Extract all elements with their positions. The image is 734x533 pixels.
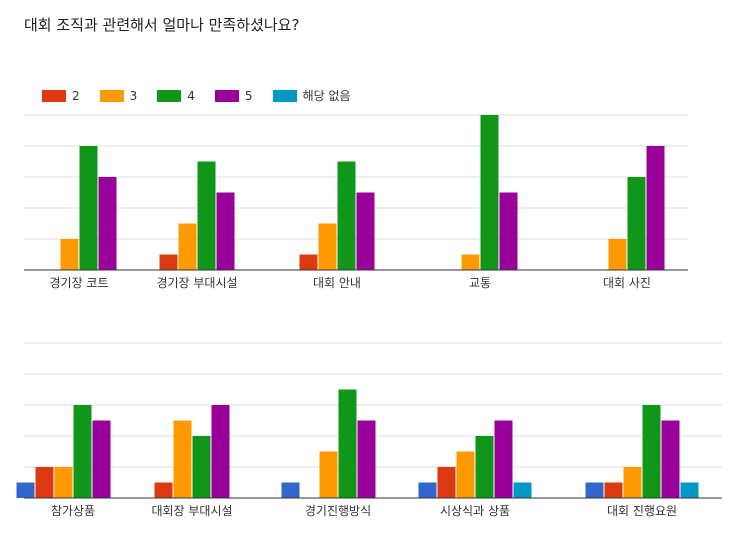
legend: 2 3 4 5 해당 없음 — [42, 87, 371, 104]
bar — [338, 389, 357, 498]
bar — [661, 420, 680, 498]
bar — [154, 482, 173, 498]
bar — [608, 239, 627, 270]
bar — [642, 405, 661, 498]
bar — [623, 467, 642, 498]
bar — [98, 177, 117, 270]
legend-label: 4 — [187, 88, 195, 103]
bar — [178, 223, 197, 270]
bar — [646, 146, 665, 270]
category-label: 교통 — [469, 276, 491, 290]
bar — [356, 192, 375, 270]
bar — [299, 254, 318, 270]
bar — [418, 482, 437, 498]
legend-swatch — [272, 89, 297, 102]
bar — [281, 482, 300, 498]
category-label: 대회 안내 — [313, 276, 361, 290]
bar — [73, 405, 92, 498]
legend-item: 3 — [99, 88, 138, 103]
legend-label: 3 — [129, 88, 138, 103]
legend-item: 2 — [42, 89, 80, 103]
category-label: 대회장 부대시설 — [151, 504, 232, 518]
category-label: 시상식과 상품 — [440, 504, 510, 518]
bar — [192, 436, 211, 498]
legend-label: 해당 없음 — [302, 89, 351, 103]
bar — [585, 482, 604, 498]
bar — [494, 420, 513, 498]
category-label: 경기진행방식 — [305, 503, 371, 518]
bar — [319, 451, 338, 498]
category-label: 대회 진행요원 — [607, 503, 677, 518]
bar — [54, 467, 73, 498]
bar — [318, 223, 337, 270]
bar — [480, 115, 499, 270]
legend-item: 4 — [157, 89, 195, 103]
legend-swatch — [42, 89, 66, 102]
bar — [513, 482, 532, 498]
bar — [437, 467, 456, 498]
bar — [456, 451, 475, 498]
category-label: 경기장 코트 — [49, 276, 108, 290]
page-title: 대회 조직과 관련해서 얼마나 만족하셨나요? — [24, 16, 300, 34]
bar — [357, 420, 376, 498]
bar — [79, 146, 98, 270]
bar — [159, 254, 178, 270]
legend-swatch — [99, 89, 124, 102]
category-label: 참가상품 — [51, 504, 95, 518]
bar — [337, 161, 356, 270]
legend-swatch — [157, 89, 182, 102]
bar — [173, 420, 192, 498]
bar — [627, 177, 646, 270]
legend-item: 5 — [214, 88, 253, 103]
legend-label: 5 — [244, 88, 253, 103]
bar — [475, 436, 494, 498]
bar — [461, 254, 480, 270]
bar — [499, 192, 518, 270]
bar — [197, 161, 216, 270]
category-label: 경기장 부대시설 — [156, 276, 237, 290]
legend-label: 2 — [72, 88, 80, 103]
bar — [211, 405, 230, 498]
bar — [35, 467, 54, 498]
bar — [16, 482, 35, 498]
bar — [216, 192, 235, 270]
bar — [60, 239, 79, 270]
bar — [604, 482, 623, 498]
bar — [680, 482, 699, 498]
bar — [92, 420, 111, 498]
legend-swatch — [214, 89, 239, 102]
category-label: 대회 사진 — [603, 276, 651, 290]
legend-item: 해당 없음 — [272, 87, 351, 104]
